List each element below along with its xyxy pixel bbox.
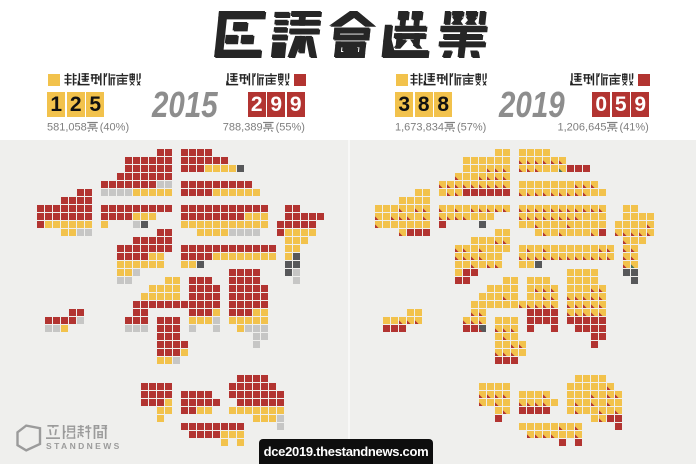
svg-text:(41%): (41%) — [619, 122, 648, 134]
svg-text:1,673,834: 1,673,834 — [395, 122, 444, 134]
svg-text:1,206,645: 1,206,645 — [558, 122, 607, 134]
svg-text:581,058: 581,058 — [47, 122, 87, 134]
svg-text:(57%): (57%) — [457, 122, 486, 134]
svg-text:(40%): (40%) — [100, 122, 129, 134]
svg-text:788,389: 788,389 — [223, 122, 263, 134]
svg-text:(55%): (55%) — [276, 122, 305, 134]
